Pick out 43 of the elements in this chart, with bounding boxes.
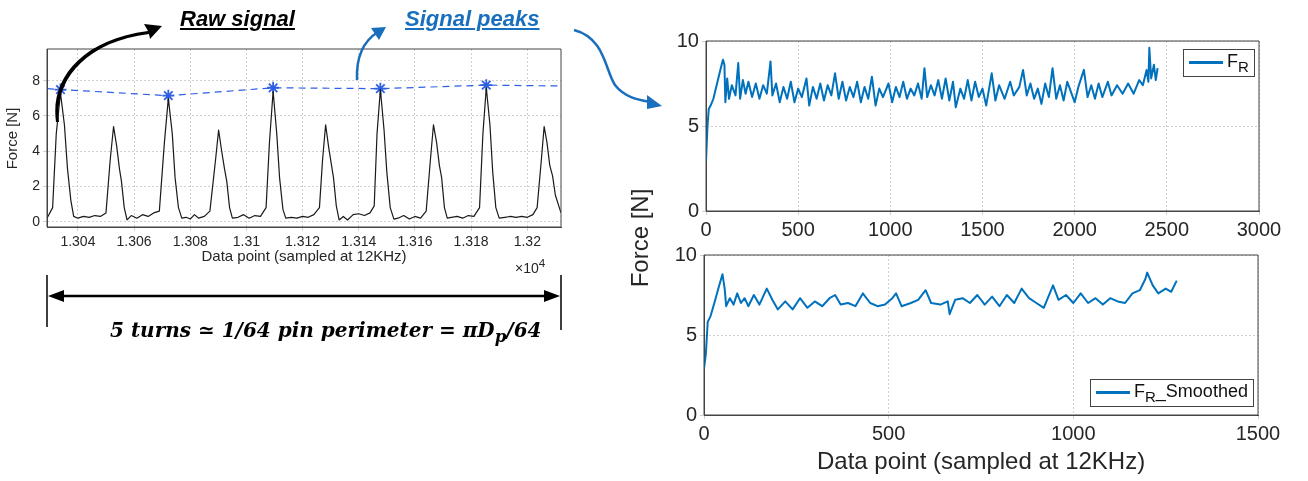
y-tick-label: 8: [32, 71, 41, 88]
x-tick-label: 2000: [1052, 217, 1097, 240]
point: [161, 88, 176, 103]
x-tick-label: 3000: [1236, 217, 1282, 240]
x-tick-label: 1000: [1051, 421, 1096, 444]
x-tick-label: 1.316: [397, 233, 433, 250]
y-tick-label: 0: [687, 198, 699, 221]
x-tick-label: 1.31: [232, 233, 261, 250]
x-tick-label: 1000: [868, 217, 913, 240]
text: ×10$^{4}$: [515, 256, 546, 276]
legend-label: F$_{R}$_Smoothed: [1134, 381, 1248, 405]
x-tick-label: 500: [871, 421, 906, 444]
y-tick-label: 5: [685, 322, 697, 345]
x-tick-label: 1.306: [116, 233, 152, 250]
x-tick-label: 1.308: [172, 233, 208, 250]
x-tick-label: 1.312: [285, 233, 321, 250]
text: 5 turns ≃ 1/64 pin perimeter = πD$_{p}$/64: [110, 318, 542, 346]
y-tick-label: 6: [32, 106, 41, 123]
point: [53, 82, 68, 97]
y-tick-label: 2: [32, 177, 41, 194]
x-tick-label: 1.314: [341, 233, 377, 250]
y-tick-label: 5: [687, 113, 699, 136]
y-tick-label: 4: [32, 142, 41, 159]
y-tick-label: 10: [674, 242, 697, 265]
point: [479, 78, 494, 93]
x-tick-label: 2500: [1144, 217, 1190, 240]
y-tick-label: 0: [685, 402, 697, 425]
point: [373, 81, 388, 96]
y-axis-title: Force [N]: [3, 107, 21, 169]
x-tick-label: 500: [781, 217, 815, 240]
x-axis-title: Data point (sampled at 12KHz): [817, 447, 1146, 475]
x-tick-label: 1.318: [453, 233, 489, 250]
x-axis-title: Data point (sampled at 12KHz): [201, 247, 407, 264]
point: [266, 80, 280, 95]
legend-label: F$_{R}$: [1227, 51, 1249, 75]
x-tick-label: 1.304: [60, 233, 96, 250]
x-tick-label: 1500: [960, 217, 1005, 240]
y-tick-label: 10: [676, 28, 699, 51]
x-tick-label: 1.32: [513, 233, 542, 250]
x-tick-label: 1500: [1235, 421, 1281, 444]
text: Signal peaks: [405, 6, 540, 32]
text: Raw signal: [180, 6, 295, 32]
y-axis-title: Force [N]: [625, 188, 654, 288]
